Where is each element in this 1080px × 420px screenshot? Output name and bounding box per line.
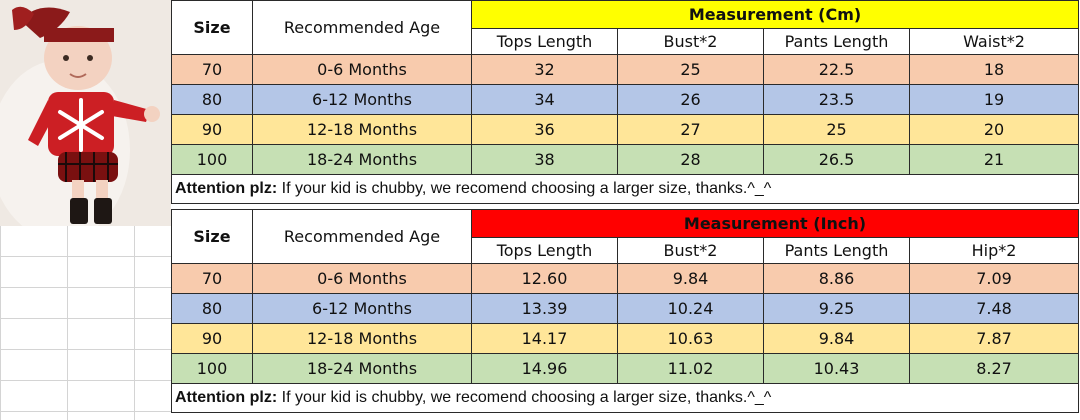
value-cell: 9.84 [617,263,764,294]
value-cell: 25 [763,114,910,145]
column-header-bust: Bust*2 [617,237,764,264]
value-cell: 36 [471,114,618,145]
value-cell: 13.39 [471,293,618,324]
size-header: Size [171,0,253,55]
column-header-hip: Hip*2 [908,237,1080,264]
value-cell: 9.84 [763,323,910,354]
table-row: 80 6-12 Months 13.39 10.24 9.25 7.48 [171,293,1080,324]
attention-note: Attention plz: If your kid is chubby, we… [170,383,1080,413]
column-header-tops-length: Tops Length [471,237,618,264]
column-header-waist: Waist*2 [908,28,1080,55]
size-table-inch: Size Recommended Age Measurement (Inch) … [170,209,1080,413]
size-cell: 90 [171,114,253,145]
attention-label: Attention plz: [175,180,278,197]
value-cell: 8.27 [908,353,1080,384]
value-cell: 25 [617,54,764,85]
value-cell: 14.17 [471,323,618,354]
attention-text: If your kid is chubby, we recomend choos… [277,180,772,197]
value-cell: 20 [908,114,1080,145]
product-photo [0,0,171,226]
size-cell: 70 [171,263,253,294]
value-cell: 26.5 [763,144,910,175]
value-cell: 9.25 [763,293,910,324]
value-cell: 7.87 [908,323,1080,354]
measurement-header: Measurement (Cm) [470,0,1080,29]
value-cell: 23.5 [763,84,910,115]
attention-text: If your kid is chubby, we recomend choos… [277,389,772,406]
age-header: Recommended Age [252,209,472,264]
table-row: 90 12-18 Months 14.17 10.63 9.84 7.87 [171,323,1080,354]
value-cell: 38 [471,144,618,175]
age-cell: 12-18 Months [252,114,472,145]
column-header-pants-length: Pants Length [763,28,910,55]
table-row: 80 6-12 Months 34 26 23.5 19 [171,84,1080,115]
value-cell: 14.96 [471,353,618,384]
value-cell: 22.5 [763,54,910,85]
age-cell: 12-18 Months [252,323,472,354]
size-table-cm: Size Recommended Age Measurement (Cm) To… [170,0,1080,204]
value-cell: 12.60 [471,263,618,294]
value-cell: 10.63 [617,323,764,354]
value-cell: 10.24 [617,293,764,324]
table-row: 100 18-24 Months 38 28 26.5 21 [171,144,1080,175]
value-cell: 34 [471,84,618,115]
table-row: 70 0-6 Months 32 25 22.5 18 [171,54,1080,85]
table-row: 100 18-24 Months 14.96 11.02 10.43 8.27 [171,353,1080,384]
size-cell: 80 [171,293,253,324]
column-header-bust: Bust*2 [617,28,764,55]
value-cell: 7.09 [908,263,1080,294]
value-cell: 26 [617,84,764,115]
value-cell: 32 [471,54,618,85]
value-cell: 19 [908,84,1080,115]
attention-note: Attention plz: If your kid is chubby, we… [170,174,1080,204]
size-cell: 90 [171,323,253,354]
value-cell: 11.02 [617,353,764,384]
age-cell: 6-12 Months [252,293,472,324]
age-cell: 0-6 Months [252,54,472,85]
age-header: Recommended Age [252,0,472,55]
value-cell: 7.48 [908,293,1080,324]
size-cell: 100 [171,353,253,384]
value-cell: 8.86 [763,263,910,294]
value-cell: 21 [908,144,1080,175]
value-cell: 27 [617,114,764,145]
measurement-header: Measurement (Inch) [470,209,1080,238]
age-cell: 0-6 Months [252,263,472,294]
size-cell: 80 [171,84,253,115]
value-cell: 18 [908,54,1080,85]
age-cell: 6-12 Months [252,84,472,115]
table-row: 70 0-6 Months 12.60 9.84 8.86 7.09 [171,263,1080,294]
column-header-tops-length: Tops Length [471,28,618,55]
size-cell: 100 [171,144,253,175]
value-cell: 28 [617,144,764,175]
value-cell: 10.43 [763,353,910,384]
size-cell: 70 [171,54,253,85]
age-cell: 18-24 Months [252,144,472,175]
attention-label: Attention plz: [175,389,278,406]
size-header: Size [171,209,253,264]
table-row: 90 12-18 Months 36 27 25 20 [171,114,1080,145]
age-cell: 18-24 Months [252,353,472,384]
column-header-pants-length: Pants Length [763,237,910,264]
